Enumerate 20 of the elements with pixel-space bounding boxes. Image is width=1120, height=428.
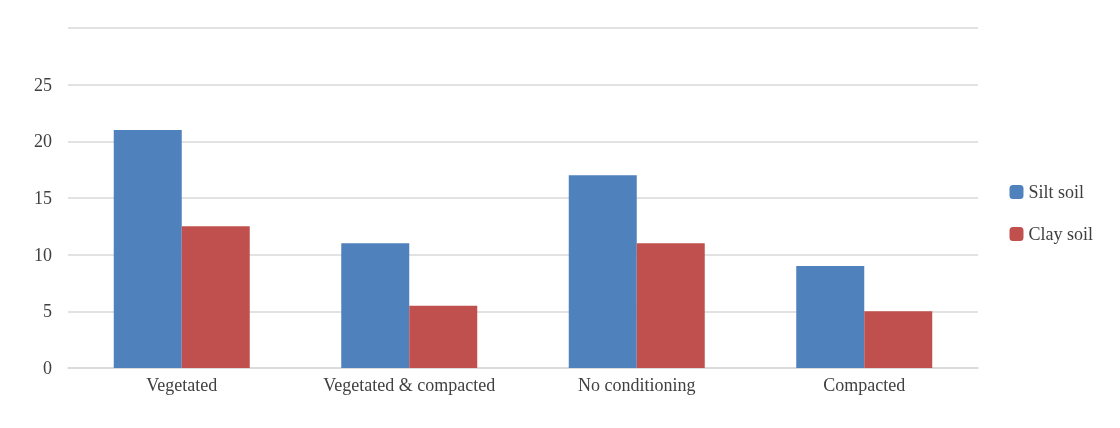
y-tick-label: 0 (43, 358, 52, 378)
bar (796, 266, 865, 368)
x-tick-label: No conditioning (578, 375, 696, 395)
bar (409, 305, 478, 368)
y-tick-label: 25 (34, 74, 52, 95)
bar (113, 130, 182, 368)
legend-label: Clay soil (1028, 224, 1094, 244)
bar (568, 175, 637, 368)
x-tick-label: Compacted (823, 375, 906, 395)
y-tick-label: 20 (34, 131, 52, 152)
y-tick-label: 15 (34, 188, 52, 208)
y-tick-label: 10 (34, 244, 52, 265)
bar (341, 243, 410, 368)
bar (181, 226, 250, 368)
x-tick-label: Vegetated (146, 375, 218, 395)
y-tick-label: 5 (43, 301, 52, 322)
bar (864, 311, 933, 368)
x-tick-label: Vegetated & compacted (323, 375, 496, 395)
legend-label: Silt soil (1028, 182, 1085, 202)
bar (636, 243, 705, 368)
